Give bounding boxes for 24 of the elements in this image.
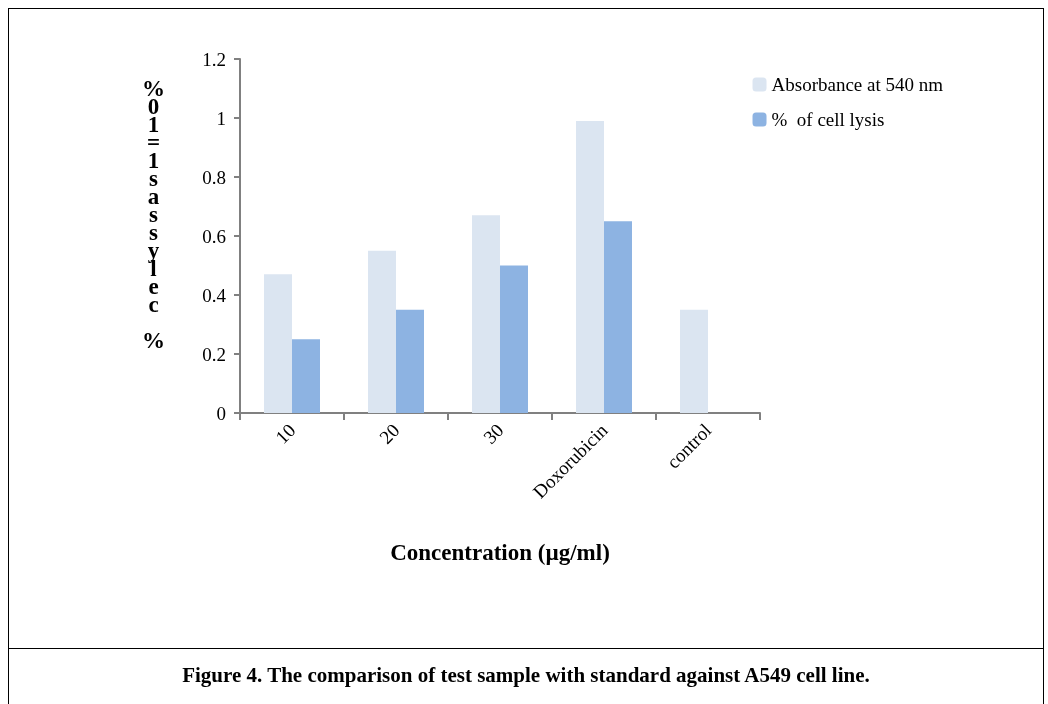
- x-tick-label: 10: [271, 419, 300, 448]
- bar: [680, 309, 708, 413]
- legend-label: % of cell lysis: [771, 109, 885, 130]
- bar: [472, 215, 500, 413]
- y-tick-label: 0: [216, 402, 226, 424]
- y-tick-label: 0.8: [202, 166, 226, 188]
- legend-label: Absorbance at 540 nm: [771, 74, 944, 95]
- bar: [500, 265, 528, 413]
- bar: [576, 120, 604, 413]
- bar: [396, 309, 424, 413]
- y-tick-label: 0.6: [202, 225, 226, 247]
- bar: [292, 339, 320, 413]
- bar: [264, 274, 292, 413]
- bar: [604, 221, 632, 413]
- y-axis-title: %01=1sassylec %: [140, 76, 167, 346]
- y-tick-label: 1: [216, 107, 226, 129]
- y-tick-label: 0.2: [202, 343, 226, 365]
- y-tick-label: 0.4: [202, 284, 227, 306]
- bar: [368, 250, 396, 413]
- x-axis-title: Concentration (µg/ml): [390, 540, 610, 565]
- caption: Figure 4. The comparison of test sample with standard against A549 cell line.: [8, 648, 1044, 704]
- x-tick-label: 20: [375, 419, 404, 448]
- y-tick-label: 1.2: [202, 48, 226, 70]
- x-tick-label: 30: [479, 419, 508, 448]
